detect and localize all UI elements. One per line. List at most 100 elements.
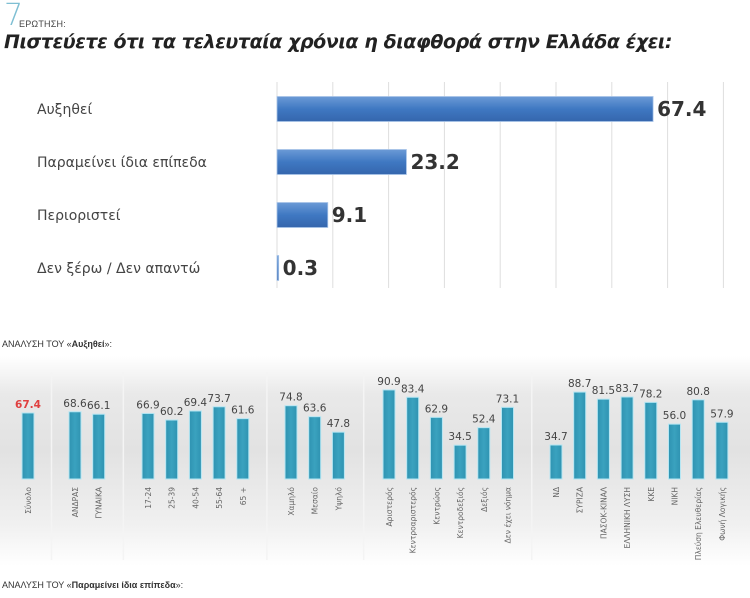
- bar: [68, 411, 82, 480]
- value-label: 0.3: [283, 256, 318, 280]
- category-label: 25-39: [168, 487, 177, 509]
- value-label: 66.1: [87, 400, 110, 412]
- value-label: 23.2: [410, 150, 459, 174]
- category-label: 55-64: [215, 487, 224, 509]
- value-label: 81.5: [592, 385, 615, 397]
- value-label: 73.7: [207, 393, 230, 405]
- category-label: ΑΝΔΡΑΣ: [71, 487, 80, 518]
- question-number: 7: [4, 0, 24, 33]
- category-label: ΠΑΣΟΚ-ΚΙΝΑΛ: [599, 486, 608, 539]
- breakdown-title-suffix: »:: [104, 339, 113, 349]
- question-title: Πιστεύετε ότι τα τελευταία χρόνια η διαφ…: [4, 31, 673, 53]
- value-label: 74.8: [279, 392, 302, 404]
- bar: [382, 389, 396, 480]
- category-label: 40-54: [191, 487, 200, 509]
- bar: [236, 418, 250, 480]
- value-label: 56.0: [663, 410, 686, 422]
- category-label: ΝΔ: [552, 486, 561, 498]
- bar: [596, 398, 610, 480]
- bar: [308, 416, 322, 480]
- bar: [276, 149, 407, 175]
- category-label: Σύνολο: [24, 487, 33, 514]
- value-label: 88.7: [568, 378, 591, 390]
- bar: [141, 412, 155, 480]
- category-label: Χαμηλό: [287, 487, 296, 516]
- bar: [21, 412, 35, 480]
- value-label: 34.7: [544, 431, 567, 443]
- value-label: 67.4: [15, 399, 41, 411]
- value-label: 63.6: [303, 403, 327, 415]
- category-label: Δεξιός: [480, 487, 489, 512]
- value-label: 83.4: [401, 383, 425, 395]
- breakdown-title-suffix: »:: [175, 580, 184, 590]
- category-label: Δεν ξέρω / Δεν απαντώ: [37, 261, 200, 277]
- category-label: ΝΙΚΗ: [671, 487, 680, 505]
- bar: [406, 396, 420, 480]
- value-label: 73.1: [496, 393, 519, 405]
- category-label: Κεντροδεξιός: [456, 487, 465, 538]
- bar: [188, 410, 202, 480]
- category-label: Παραμείνει ίδια επίπεδα: [37, 155, 207, 171]
- bar: [668, 423, 681, 480]
- value-label: 52.4: [472, 414, 496, 426]
- value-label: 61.6: [231, 405, 255, 417]
- bar: [573, 391, 587, 480]
- breakdown-title-same-levels: ΑΝΑΛΥΣΗ ΤΟΥ «Παραμείνει ίδια επίπεδα»:: [2, 580, 183, 590]
- bar: [549, 444, 563, 480]
- breakdown-title-prefix: ΑΝΑΛΥΣΗ ΤΟΥ «: [2, 339, 72, 349]
- bar: [212, 406, 226, 480]
- value-label: 62.9: [425, 403, 448, 415]
- category-label: Μεσαίο: [311, 487, 320, 515]
- category-label: Κεντροαριστερός: [409, 487, 418, 553]
- category-label: ΚΚΕ: [647, 487, 656, 502]
- value-label: 47.8: [327, 418, 350, 430]
- bar: [477, 427, 491, 480]
- category-label: Περιοριστεί: [37, 208, 121, 224]
- value-label: 90.9: [377, 376, 400, 388]
- category-label: Αυξηθεί: [37, 102, 92, 118]
- bar: [165, 419, 179, 480]
- category-label: ΓΥΝΑΙΚΑ: [95, 486, 104, 519]
- value-label: 34.5: [448, 431, 471, 443]
- value-label: 78.2: [639, 388, 662, 400]
- value-label: 66.9: [136, 399, 159, 411]
- bar: [92, 413, 106, 480]
- bar: [331, 431, 345, 480]
- bar: [715, 421, 729, 480]
- category-label: ΣΥΡΙΖΑ: [576, 486, 585, 513]
- value-label: 68.6: [63, 398, 87, 410]
- bar: [453, 444, 467, 480]
- bar: [644, 401, 658, 480]
- bar: [276, 96, 654, 122]
- value-label: 57.9: [710, 408, 733, 420]
- bar: [276, 255, 280, 281]
- main-bar-chart: Αυξηθεί 67.4 Παραμείνει ίδια επίπεδα 23.2 Πε…: [37, 82, 724, 288]
- category-label: Δεν έχει νόημα: [504, 487, 513, 543]
- bar: [284, 405, 298, 480]
- bar: [620, 396, 634, 480]
- bar: [429, 416, 443, 480]
- breakdown-title-bold: Αυξηθεί: [71, 339, 105, 349]
- category-label: ΕΛΛΗΝΙΚΗ ΛΥΣΗ: [623, 487, 632, 549]
- bar: [691, 399, 705, 480]
- breakdown-title-bold: Παραμείνει ίδια επίπεδα: [71, 580, 176, 590]
- value-label: 69.4: [184, 397, 208, 409]
- value-label: 9.1: [332, 203, 367, 227]
- category-label: Αριστερός: [385, 487, 394, 527]
- category-label: Κεντρώος: [432, 487, 441, 525]
- value-label: 80.8: [687, 386, 710, 398]
- category-label: 65 +: [239, 487, 248, 505]
- category-label: 17-24: [144, 487, 153, 509]
- value-label: 60.2: [160, 406, 183, 418]
- question-label: ΕΡΩΤΗΣΗ:: [19, 19, 66, 29]
- value-label: 67.4: [657, 97, 706, 121]
- value-label: 83.7: [615, 383, 638, 395]
- bar: [501, 406, 514, 480]
- category-label: Υψηλό: [334, 487, 343, 512]
- bar: [276, 202, 329, 228]
- breakdown-title-increased: ΑΝΑΛΥΣΗ ΤΟΥ «Αυξηθεί»:: [2, 339, 112, 349]
- category-label: Φωνή Λογικής: [718, 487, 727, 541]
- category-label: Πλεύση Ελευθερίας: [694, 487, 703, 560]
- breakdown-title-prefix: ΑΝΑΛΥΣΗ ΤΟΥ «: [2, 580, 72, 590]
